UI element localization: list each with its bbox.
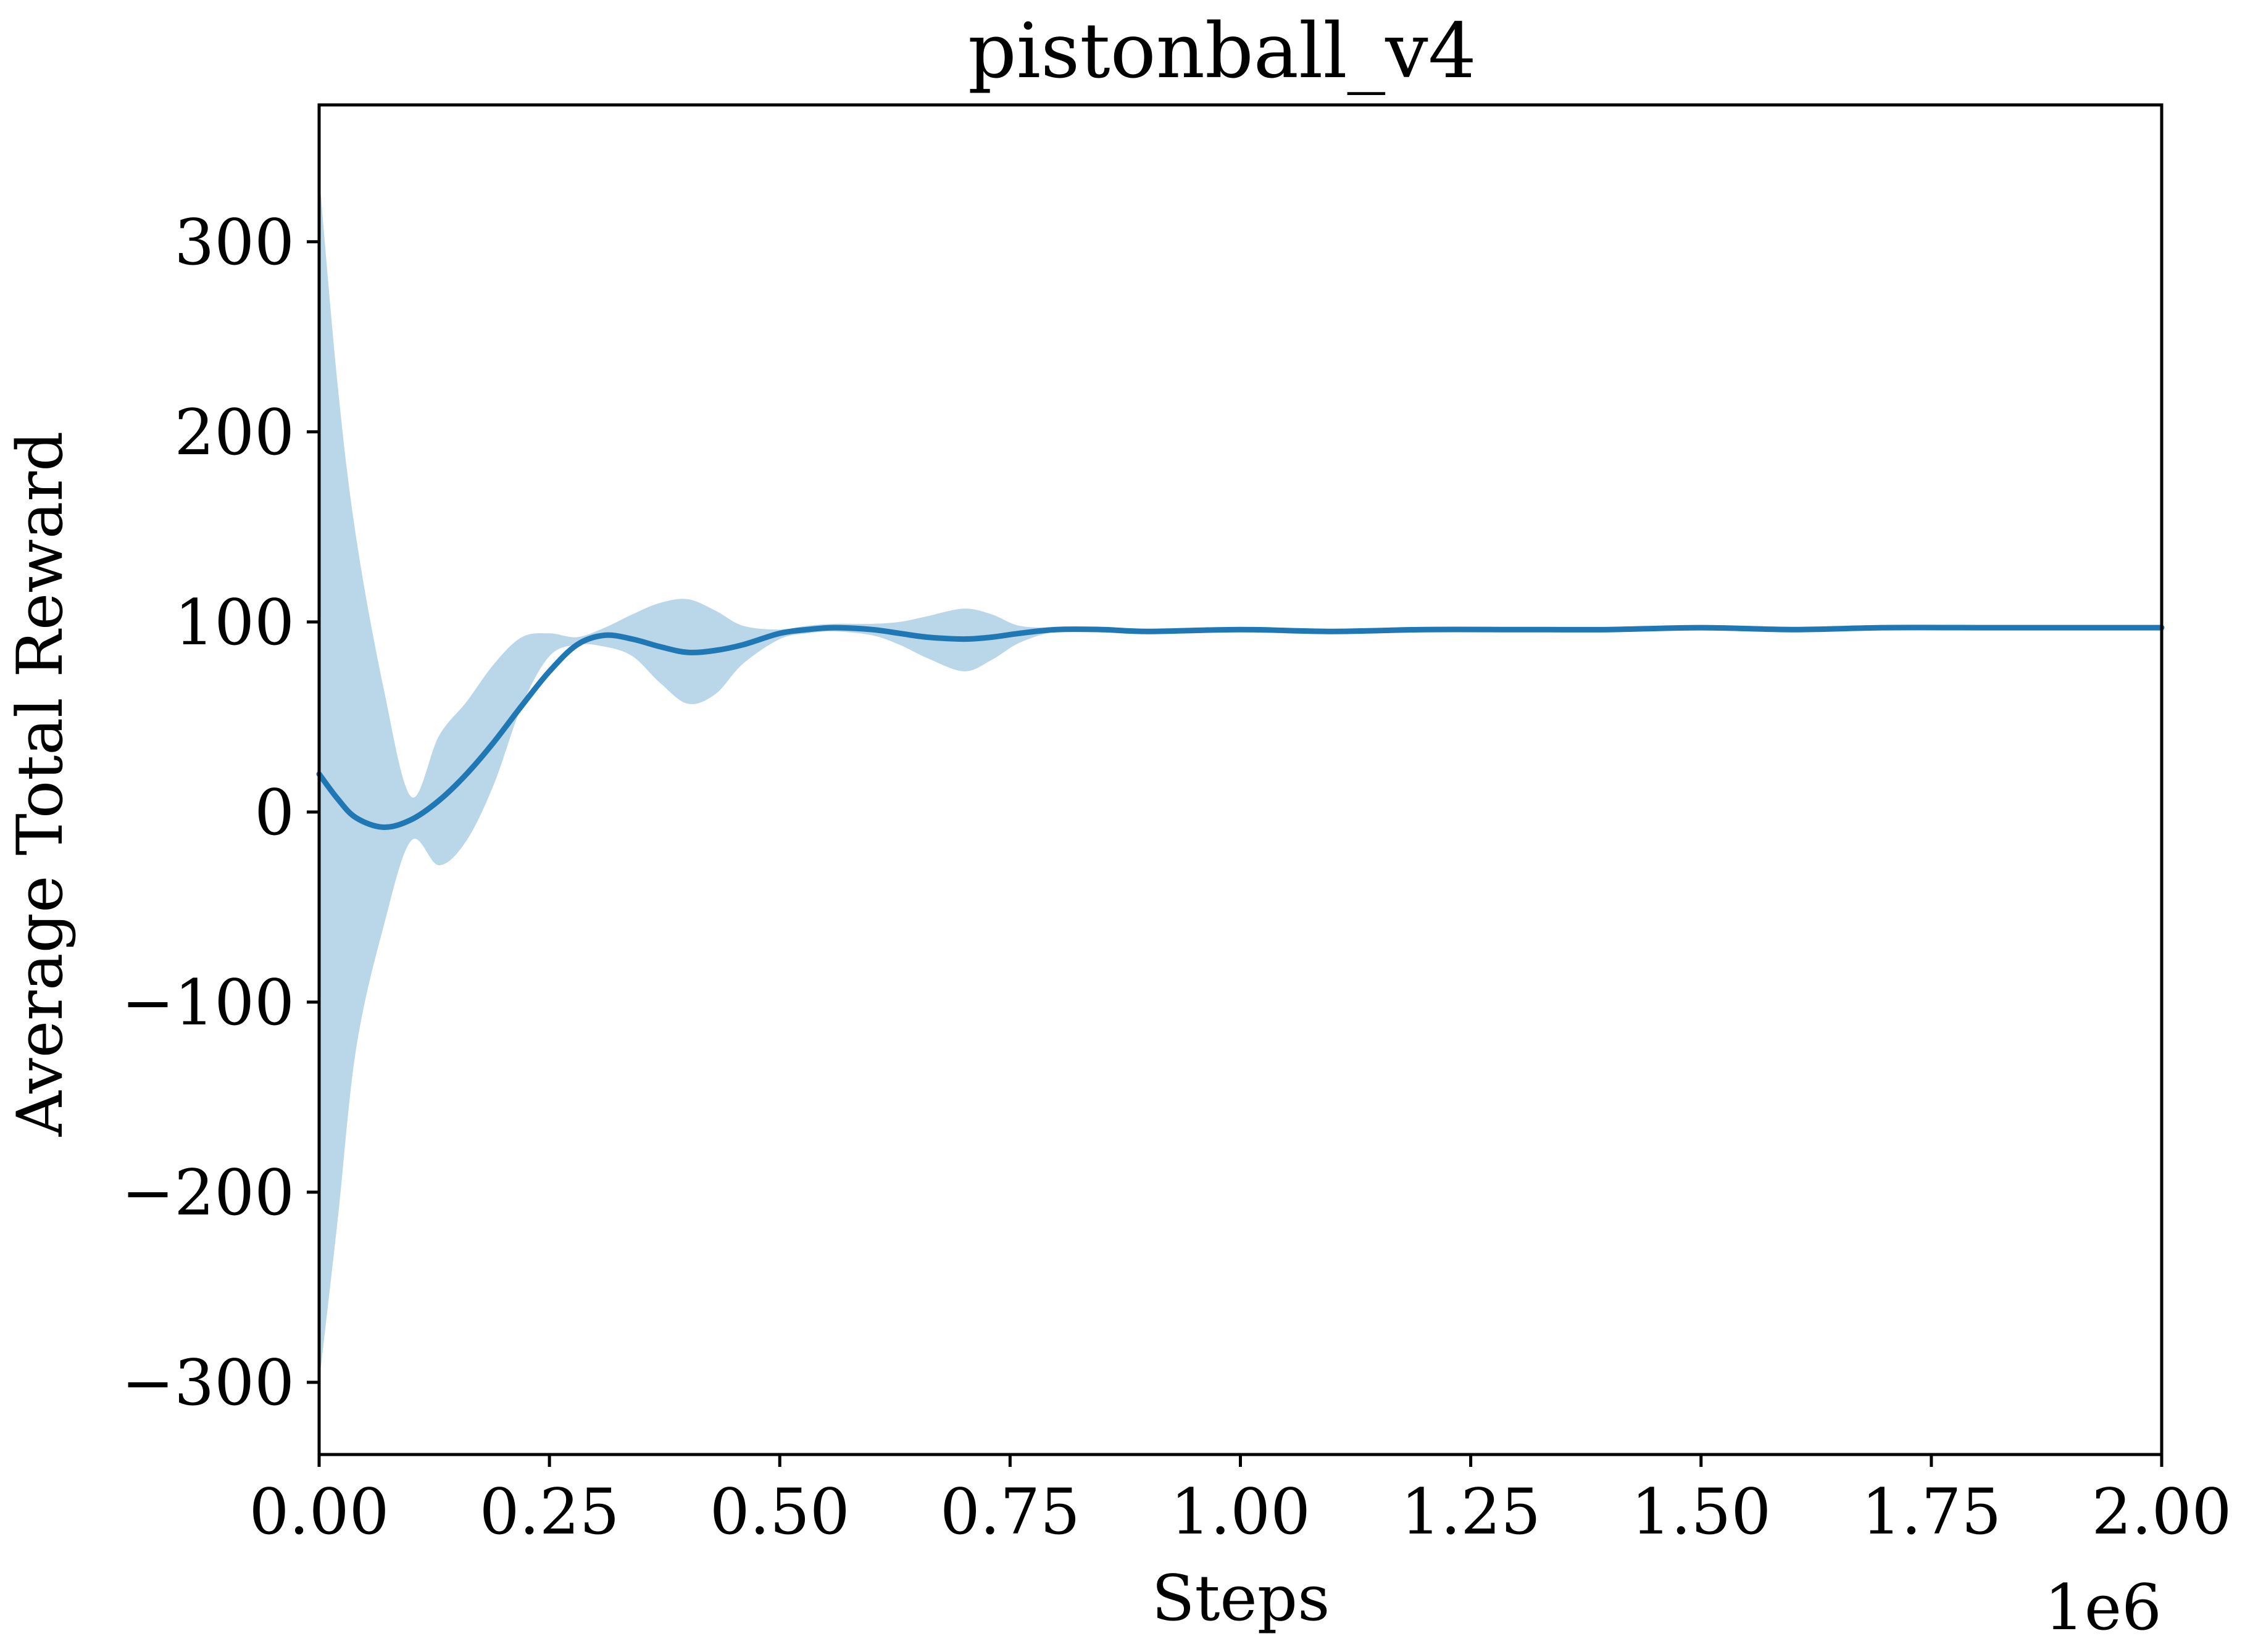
x-tick-label: 1.50	[1631, 1476, 1771, 1549]
y-axis-label: Average Total Reward	[4, 431, 77, 1137]
x-tick-label: 0.75	[940, 1476, 1080, 1549]
y-tick-label: −200	[122, 1156, 294, 1230]
y-tick-label: −100	[122, 966, 294, 1040]
confidence-band-layer	[319, 175, 2162, 1382]
x-tick-label: 0.00	[249, 1476, 389, 1549]
x-axis-ticks: 0.00 0.25 0.50 0.75 1.00 1.25 1.50 1.75 2.00	[249, 1455, 2232, 1549]
x-tick-label: 1.25	[1401, 1476, 1541, 1549]
x-tick-label: 0.25	[480, 1476, 620, 1549]
confidence-band-0	[319, 175, 2162, 1382]
x-tick-label: 2.00	[2091, 1476, 2231, 1549]
x-tick-label: 1.75	[1861, 1476, 2001, 1549]
plot-area-frame	[317, 103, 2164, 1456]
x-tick-label: 1.00	[1170, 1476, 1310, 1549]
y-tick-label: 200	[174, 396, 294, 470]
y-tick-label: −300	[122, 1347, 294, 1420]
x-axis-offset-text: 1e6	[2044, 1571, 2162, 1645]
series-line-layer	[316, 625, 2165, 831]
y-tick-label: 300	[174, 206, 294, 280]
y-tick-label: 0	[254, 776, 294, 850]
chart-title: pistonball_v4	[968, 7, 1477, 96]
x-axis-label: Steps	[1152, 1562, 1330, 1635]
y-axis-ticks: −300 −200 −100 0 100 200 300	[122, 206, 319, 1420]
series-line-0	[316, 625, 2165, 831]
x-tick-label: 0.50	[710, 1476, 850, 1549]
y-tick-label: 100	[174, 586, 294, 660]
